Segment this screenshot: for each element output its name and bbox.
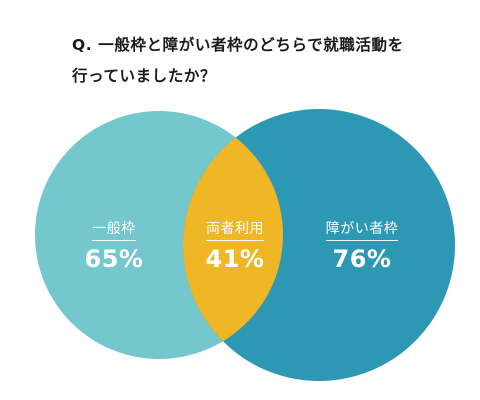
disability-quota-label-group: 障がい者枠 76% [306, 218, 418, 273]
disability-quota-value: 76% [332, 245, 392, 273]
overlap-region [183, 111, 283, 359]
general-quota-label-group: 一般枠 65% [66, 218, 162, 273]
question-line-1: Q. 一般枠と障がい者枠のどちらで就職活動を [72, 36, 404, 54]
question-text: Q. 一般枠と障がい者枠のどちらで就職活動を 行っていましたか？ [72, 30, 452, 92]
question-line-2: 行っていましたか？ [72, 67, 217, 85]
general-quota-label: 一般枠 [92, 220, 136, 241]
both-used-value: 41% [205, 245, 265, 273]
both-used-label: 両者利用 [206, 220, 264, 241]
both-used-label-group: 両者利用 41% [180, 218, 290, 273]
disability-quota-label: 障がい者枠 [325, 220, 399, 241]
general-quota-value: 65% [84, 245, 144, 273]
